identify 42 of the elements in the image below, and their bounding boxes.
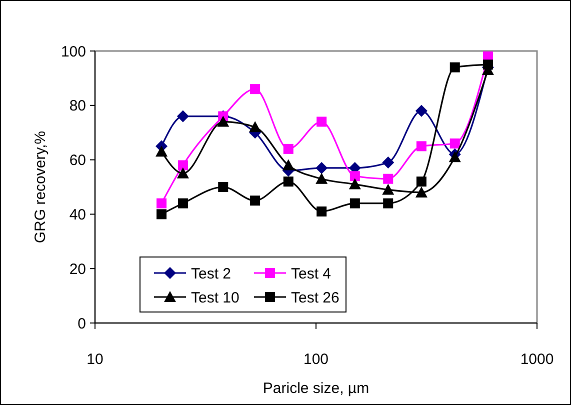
point <box>283 176 294 187</box>
point <box>316 206 327 216</box>
y-tick-label: 0 <box>78 315 86 332</box>
point <box>282 159 294 170</box>
y-tick-label: 60 <box>69 152 86 170</box>
point <box>249 121 262 132</box>
point <box>415 186 428 198</box>
x-tick-label: 100 <box>303 351 329 368</box>
point <box>448 151 461 162</box>
point <box>283 144 294 154</box>
point <box>450 138 460 148</box>
point <box>450 62 460 72</box>
point <box>350 198 360 208</box>
point <box>250 84 260 94</box>
legend-label: Test 2 <box>191 265 232 282</box>
point <box>316 116 327 127</box>
point <box>218 182 228 192</box>
legend-label: Test 26 <box>291 289 340 306</box>
point <box>348 178 361 190</box>
legend-label: Test 4 <box>291 265 332 282</box>
point <box>382 184 394 195</box>
x-tick-label: 10 <box>86 351 104 368</box>
point <box>383 174 394 184</box>
legend-label: Test 10 <box>191 289 240 306</box>
point <box>316 172 328 184</box>
x-axis-title: Paricle size, µm <box>262 380 370 397</box>
y-axis-title: GRG recovery,% <box>32 130 49 244</box>
point <box>250 196 260 206</box>
y-tick-label: 80 <box>69 98 86 115</box>
y-tick-label: 100 <box>60 43 86 60</box>
point <box>416 176 426 187</box>
point <box>217 116 230 127</box>
point <box>482 60 493 70</box>
x-tick-label: 1000 <box>520 351 554 368</box>
point <box>383 198 394 208</box>
point <box>382 156 394 169</box>
y-tick-label: 40 <box>69 206 86 224</box>
point <box>416 141 426 152</box>
point <box>316 162 328 174</box>
point <box>415 104 428 117</box>
point <box>350 171 360 182</box>
y-tick-label: 20 <box>69 260 86 278</box>
